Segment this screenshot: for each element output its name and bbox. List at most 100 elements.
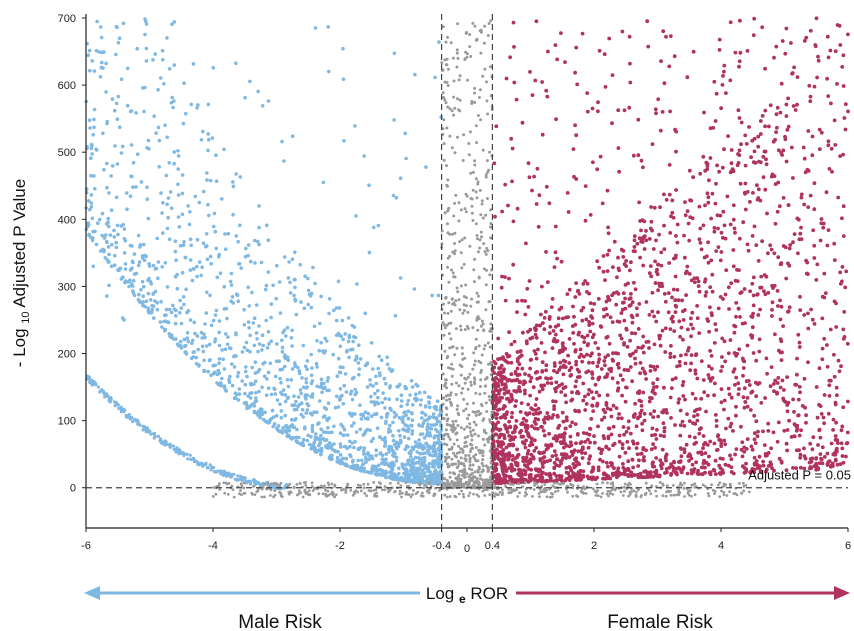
male-point	[131, 420, 135, 424]
female-point	[755, 463, 760, 467]
male-point	[405, 424, 410, 428]
female-point	[745, 404, 750, 409]
male-point	[422, 460, 426, 464]
male-point	[321, 430, 326, 434]
male-point	[357, 343, 361, 348]
female-point	[762, 289, 766, 293]
female-point	[496, 372, 500, 377]
male-point	[356, 361, 361, 365]
male-point	[165, 36, 169, 40]
female-point	[754, 380, 758, 385]
female-point	[810, 153, 815, 158]
female-point	[708, 379, 713, 383]
ns-point	[477, 344, 481, 348]
male-point	[223, 347, 228, 352]
female-point	[729, 161, 734, 166]
female-point	[667, 163, 672, 167]
male-point	[404, 156, 408, 161]
male-point	[309, 352, 314, 357]
male-point	[178, 339, 183, 344]
male-point	[179, 306, 184, 310]
male-point	[87, 118, 92, 122]
female-point	[551, 413, 556, 417]
female-point	[518, 430, 522, 435]
female-point	[734, 447, 739, 451]
female-point	[535, 426, 540, 431]
female-point	[675, 222, 680, 227]
female-point	[822, 455, 827, 459]
female-point	[694, 353, 698, 358]
female-point	[547, 201, 552, 206]
male-point	[275, 342, 279, 346]
female-point	[614, 406, 619, 410]
female-point	[751, 311, 755, 316]
female-point	[812, 181, 817, 186]
female-point	[555, 57, 560, 62]
female-point	[705, 443, 710, 447]
male-point	[208, 342, 212, 347]
female-point	[549, 442, 554, 447]
female-point	[602, 359, 607, 363]
female-point	[841, 53, 846, 58]
female-point	[514, 399, 518, 403]
female-point	[844, 441, 849, 446]
female-point	[589, 314, 593, 319]
female-point	[608, 315, 613, 320]
male-point	[101, 389, 105, 393]
female-point	[633, 361, 638, 366]
female-point	[571, 331, 576, 335]
female-point	[773, 332, 777, 337]
female-point	[676, 298, 681, 303]
female-point	[596, 377, 601, 382]
female-point	[820, 445, 825, 450]
female-point	[703, 470, 707, 475]
female-point	[672, 329, 677, 333]
male-point	[194, 459, 198, 463]
female-point	[726, 134, 730, 139]
female-point	[541, 465, 545, 469]
female-point	[575, 432, 580, 437]
female-point	[545, 280, 550, 284]
female-point	[773, 221, 778, 226]
ns-point	[479, 371, 483, 375]
male-point	[282, 159, 286, 163]
male-point	[116, 403, 120, 407]
female-point	[731, 471, 736, 476]
male-point	[385, 412, 389, 417]
male-point	[175, 272, 179, 277]
male-point	[108, 233, 113, 237]
male-point	[374, 453, 379, 458]
male-point	[209, 468, 213, 472]
male-point	[420, 463, 425, 468]
male-point	[356, 458, 361, 463]
female-point	[555, 256, 559, 261]
female-point	[709, 258, 714, 263]
male-point	[254, 391, 258, 395]
female-point	[817, 461, 822, 465]
female-point	[653, 281, 658, 285]
ns-point	[479, 51, 483, 55]
female-point	[588, 440, 592, 445]
male-point	[265, 223, 269, 228]
male-point	[164, 307, 169, 312]
female-point	[669, 386, 674, 390]
female-point	[544, 88, 549, 93]
female-point	[699, 359, 704, 363]
female-point	[644, 340, 649, 344]
male-point	[274, 296, 279, 301]
male-point	[100, 233, 104, 238]
male-point	[264, 393, 269, 398]
male-point	[313, 449, 317, 454]
female-point	[816, 54, 820, 59]
ns-point	[451, 420, 455, 423]
female-point	[585, 352, 589, 357]
male-point	[396, 442, 401, 446]
female-point	[677, 466, 682, 471]
female-point	[692, 414, 696, 419]
female-point	[596, 109, 600, 114]
female-point	[728, 424, 733, 429]
female-point	[616, 386, 621, 391]
male-point	[148, 280, 153, 284]
male-point	[181, 295, 186, 299]
female-point	[814, 456, 819, 460]
